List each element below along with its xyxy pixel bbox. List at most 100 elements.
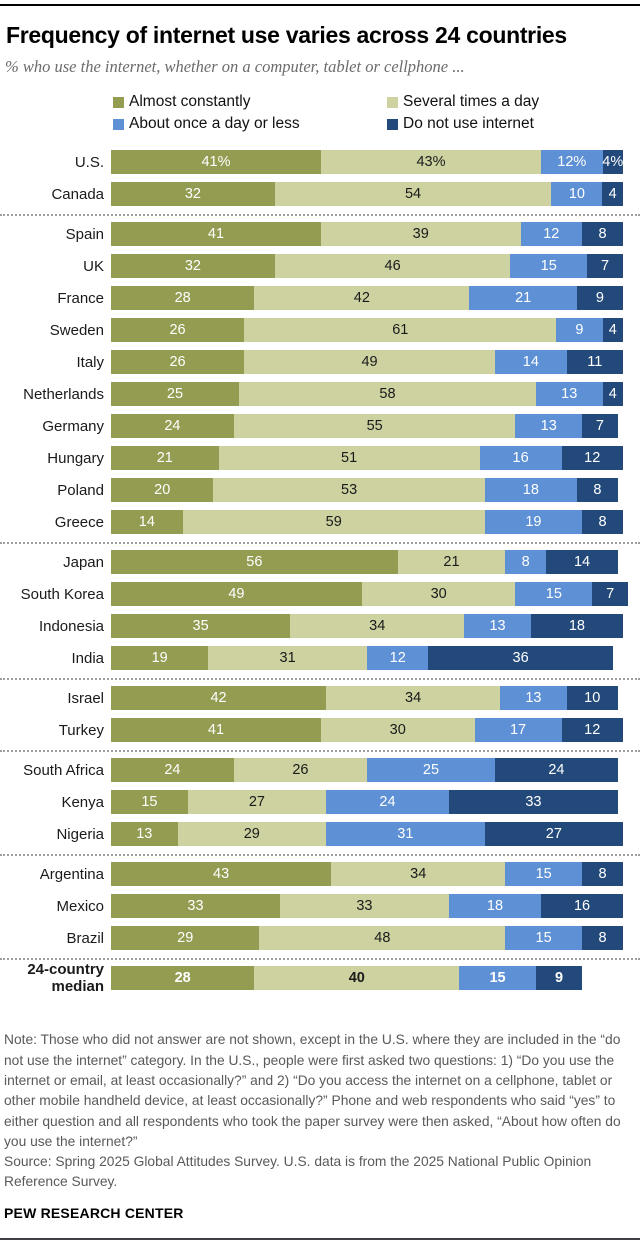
bar-segment: 54: [274, 182, 552, 207]
bar-segment: 8: [582, 926, 623, 951]
group-separator: [0, 678, 640, 681]
bar-track: 43 34 15 8: [111, 862, 623, 887]
chart-row: Japan 56 21 8 14: [0, 550, 640, 575]
legend-swatch-icon: [113, 118, 124, 130]
bar-segment: 14: [494, 350, 567, 375]
bar-segment: 13: [500, 686, 567, 711]
bar-segment: 34: [331, 862, 506, 887]
bar-segment: 58: [239, 382, 536, 407]
country-label: Poland: [57, 481, 104, 499]
bar-segment: 8: [582, 862, 623, 887]
country-label: Sweden: [49, 321, 104, 339]
chart-row: Turkey 41 30 17 12: [0, 718, 640, 743]
country-label: Indonesia: [38, 617, 104, 635]
chart-row: Kenya 15 27 24 33: [0, 790, 640, 815]
bar-segment: 25: [366, 758, 495, 783]
bar-segment: 13: [515, 414, 583, 439]
bar-segment: 12: [561, 446, 623, 471]
bar-segment: 8: [582, 510, 623, 535]
chart-row: Nigeria 13 29 31 27: [0, 822, 640, 847]
bar-segment: 30: [320, 718, 475, 743]
bar-segment: 14: [546, 550, 618, 575]
bar-segment: 43: [111, 862, 332, 887]
bar-segment: 28: [111, 286, 255, 311]
bar-segment: 10: [551, 182, 603, 207]
bar-segment: 16: [479, 446, 562, 471]
bar-segment: 24: [111, 414, 234, 439]
country-label: Spain: [65, 225, 104, 243]
group-separator: [0, 542, 640, 545]
bar-segment: 39: [320, 222, 521, 247]
bar-segment: 9: [535, 966, 583, 991]
chart-row: Brazil 29 48 15 8: [0, 926, 640, 951]
bar-segment: 12: [520, 222, 583, 247]
bar-segment: 7: [587, 254, 623, 279]
bar-segment: 29: [111, 926, 260, 951]
bar-segment: 4: [602, 182, 623, 207]
bar-segment: 15: [459, 966, 536, 991]
country-label: South Africa: [23, 761, 104, 779]
bar-segment: 59: [182, 510, 485, 535]
country-label: Canada: [51, 185, 104, 203]
bar-segment: 24: [111, 758, 234, 783]
page-title: Frequency of internet use varies across …: [6, 22, 567, 48]
bar-segment: 46: [274, 254, 511, 279]
bar-segment: 15: [515, 582, 593, 607]
bar-segment: 14: [111, 510, 183, 535]
bar-segment: 24: [494, 758, 618, 783]
chart-row: Indonesia 35 34 13 18: [0, 614, 640, 639]
country-label: Israel: [67, 689, 104, 707]
country-label: Italy: [76, 353, 104, 371]
bar-track: 49 30 15 7: [111, 582, 629, 607]
group-separator: [0, 854, 640, 857]
bar-segment: 19: [484, 510, 583, 535]
chart-row: Netherlands 25 58 13 4: [0, 382, 640, 407]
bar-segment: 7: [592, 582, 629, 607]
chart-row: Spain 41 39 12 8: [0, 222, 640, 247]
bar-segment: 19: [111, 646, 209, 671]
country-label: Nigeria: [56, 825, 104, 843]
country-label: 24-country median: [27, 961, 104, 996]
bar-track: 25 58 13 4: [111, 382, 623, 407]
chart-row: India 19 31 12 36: [0, 646, 640, 671]
bar-track: 28 42 21 9: [111, 286, 623, 311]
chart-row: France 28 42 21 9: [0, 286, 640, 311]
bar-segment: 4: [602, 382, 623, 407]
chart-legend: Almost constantly Several times a day Abou…: [113, 91, 640, 135]
bar-segment: 56: [111, 550, 398, 575]
chart-row: 24-country median 28 40 15 9: [0, 961, 640, 995]
bar-segment: 48: [259, 926, 506, 951]
top-rule: [0, 4, 640, 6]
bar-segment: 31: [208, 646, 367, 671]
bar-segment: 15: [111, 790, 188, 815]
bar-segment: 27: [187, 790, 327, 815]
country-label: Germany: [42, 417, 104, 435]
chart-row: U.S. 41% 43% 12% 4%: [0, 150, 640, 175]
bar-segment: 32: [111, 182, 275, 207]
bar-track: 15 27 24 33: [111, 790, 623, 815]
bar-track: 41 39 12 8: [111, 222, 623, 247]
legend-swatch-icon: [113, 96, 124, 108]
bar-segment: 7: [582, 414, 618, 439]
bar-track: 13 29 31 27: [111, 822, 623, 847]
legend-label: About once a day or less: [129, 115, 300, 133]
legend-label: Several times a day: [403, 93, 540, 111]
bar-segment: 53: [213, 478, 485, 503]
bar-track: 32 54 10 4: [111, 182, 623, 207]
bar-segment: 13: [111, 822, 178, 847]
note-text: Note: Those who did not answer are not s…: [4, 1032, 621, 1149]
country-label: Hungary: [47, 449, 104, 467]
group-separator: [0, 214, 640, 217]
bar-track: 41 30 17 12: [111, 718, 623, 743]
group-separator: [0, 750, 640, 753]
bar-segment: 15: [510, 254, 588, 279]
bar-segment: 43%: [320, 150, 542, 175]
bar-segment: 42: [254, 286, 470, 311]
bar-segment: 8: [576, 478, 618, 503]
bar-track: 26 61 9 4: [111, 318, 623, 343]
legend-swatch-icon: [387, 96, 398, 108]
bar-track: 32 46 15 7: [111, 254, 623, 279]
bar-segment: 41: [111, 222, 321, 247]
bar-segment: 41%: [111, 150, 321, 175]
bar-segment: 28: [111, 966, 255, 991]
